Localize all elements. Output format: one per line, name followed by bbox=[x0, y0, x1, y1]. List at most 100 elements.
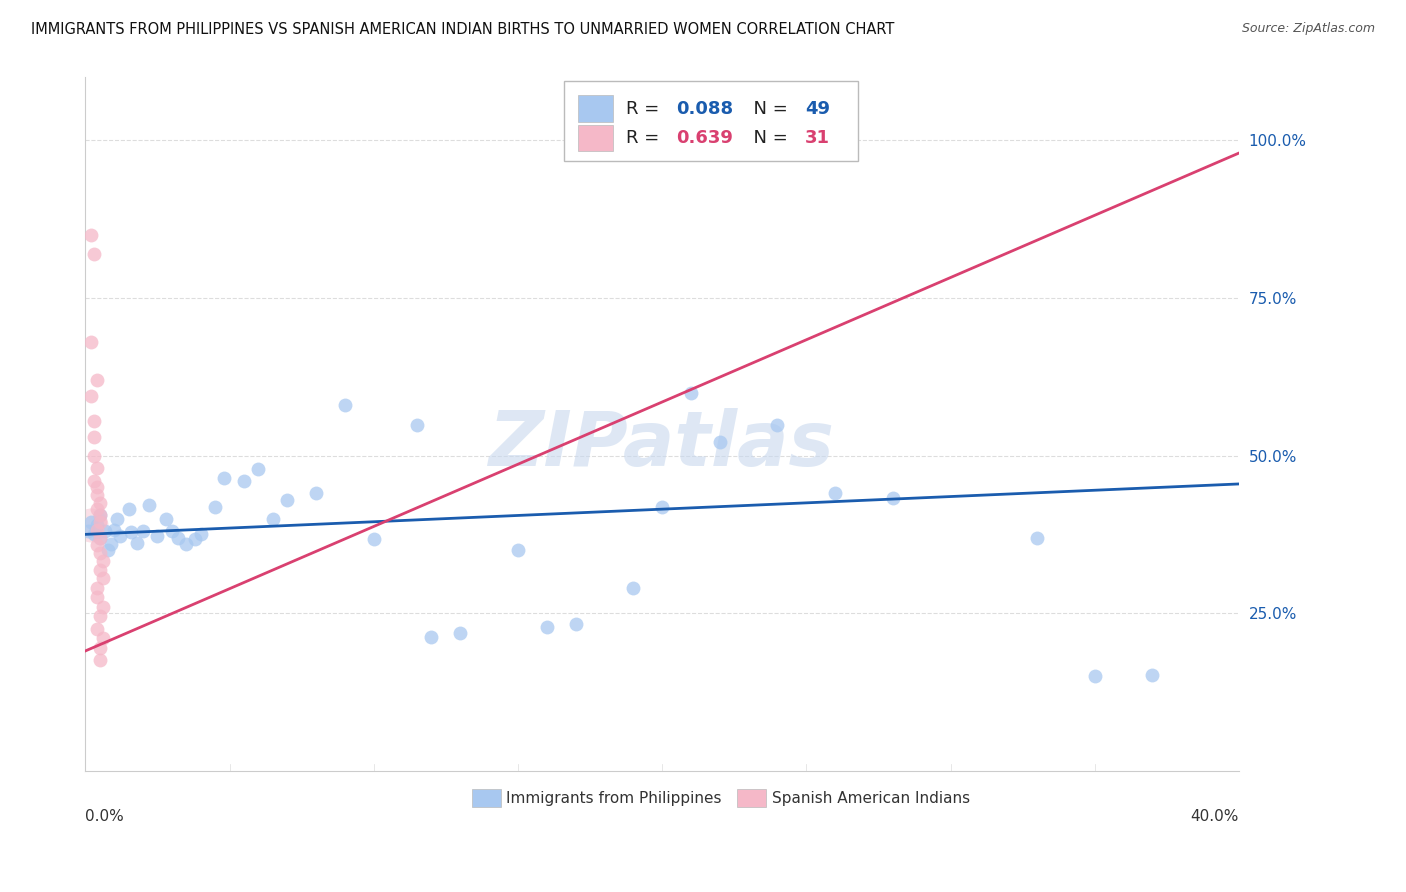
Point bbox=[83, 247, 105, 261]
Point bbox=[91, 572, 114, 586]
Text: R =: R = bbox=[626, 128, 665, 147]
Text: 0.639: 0.639 bbox=[676, 128, 733, 147]
Point bbox=[420, 630, 443, 644]
Point bbox=[536, 620, 558, 634]
Point bbox=[882, 491, 904, 506]
Point bbox=[86, 480, 108, 494]
Point bbox=[138, 498, 160, 512]
Bar bbox=[578, 125, 613, 151]
Point bbox=[86, 502, 108, 516]
Point bbox=[86, 591, 108, 605]
Point bbox=[190, 527, 212, 541]
Point bbox=[766, 418, 789, 433]
Text: Immigrants from Philippines: Immigrants from Philippines bbox=[506, 791, 721, 806]
Text: 49: 49 bbox=[806, 100, 830, 118]
Point bbox=[212, 470, 235, 484]
Point bbox=[247, 462, 270, 476]
Bar bbox=[737, 789, 766, 806]
Text: IMMIGRANTS FROM PHILIPPINES VS SPANISH AMERICAN INDIAN BIRTHS TO UNMARRIED WOMEN: IMMIGRANTS FROM PHILIPPINES VS SPANISH A… bbox=[31, 22, 894, 37]
Point bbox=[83, 414, 105, 428]
Point bbox=[108, 529, 131, 543]
Text: 0.0%: 0.0% bbox=[86, 809, 124, 824]
Point bbox=[333, 398, 356, 412]
Point bbox=[305, 486, 328, 500]
Point bbox=[262, 511, 284, 525]
Text: 0.088: 0.088 bbox=[676, 100, 733, 118]
Point bbox=[86, 488, 108, 502]
Point bbox=[184, 532, 207, 546]
Point bbox=[232, 474, 254, 488]
Point bbox=[86, 373, 108, 387]
Point bbox=[91, 632, 114, 646]
Point bbox=[103, 523, 125, 537]
Point bbox=[86, 538, 108, 552]
Point bbox=[363, 532, 385, 546]
Point bbox=[117, 502, 139, 516]
Point bbox=[89, 515, 111, 529]
Point bbox=[105, 511, 128, 525]
Point bbox=[80, 517, 103, 532]
Point bbox=[83, 430, 105, 444]
Text: R =: R = bbox=[626, 100, 665, 118]
Point bbox=[89, 653, 111, 667]
Point bbox=[86, 622, 108, 636]
Point bbox=[89, 508, 111, 523]
Point bbox=[86, 461, 108, 475]
Point bbox=[166, 531, 188, 545]
Point bbox=[91, 554, 114, 568]
Point bbox=[651, 500, 673, 515]
Point bbox=[94, 524, 117, 539]
Point bbox=[100, 537, 122, 551]
Point bbox=[89, 531, 111, 545]
Point bbox=[120, 525, 142, 540]
Text: Source: ZipAtlas.com: Source: ZipAtlas.com bbox=[1241, 22, 1375, 36]
Point bbox=[160, 524, 183, 539]
Point bbox=[80, 227, 103, 242]
Point bbox=[89, 508, 111, 523]
Point bbox=[80, 515, 103, 529]
Point bbox=[155, 511, 177, 525]
Point bbox=[77, 524, 100, 539]
Point bbox=[127, 535, 149, 549]
Point bbox=[506, 543, 529, 558]
Text: Spanish American Indians: Spanish American Indians bbox=[772, 791, 970, 806]
Point bbox=[449, 626, 471, 640]
Point bbox=[709, 434, 731, 449]
Point bbox=[86, 517, 108, 532]
Point bbox=[91, 599, 114, 614]
Bar bbox=[472, 789, 501, 806]
Point bbox=[89, 531, 111, 545]
Point bbox=[564, 617, 586, 632]
Point bbox=[97, 543, 120, 558]
Point bbox=[1084, 669, 1107, 683]
Point bbox=[174, 537, 197, 551]
Point bbox=[83, 527, 105, 541]
Point bbox=[83, 449, 105, 463]
Point bbox=[824, 486, 846, 500]
Point bbox=[621, 581, 644, 595]
Point bbox=[83, 474, 105, 488]
Point bbox=[80, 389, 103, 403]
Point bbox=[146, 529, 169, 543]
Bar bbox=[564, 81, 858, 161]
Text: 40.0%: 40.0% bbox=[1191, 809, 1239, 824]
Text: ZIPatlas: ZIPatlas bbox=[489, 408, 835, 482]
Point bbox=[89, 609, 111, 624]
Point bbox=[204, 500, 226, 515]
Point bbox=[86, 581, 108, 595]
Point bbox=[1142, 668, 1164, 682]
Point bbox=[89, 640, 111, 655]
Point bbox=[86, 523, 108, 537]
Point bbox=[89, 546, 111, 560]
Point bbox=[276, 492, 298, 507]
Point bbox=[679, 385, 702, 400]
Point bbox=[80, 335, 103, 350]
Text: 31: 31 bbox=[806, 128, 830, 147]
Point bbox=[89, 496, 111, 510]
Point bbox=[89, 563, 111, 577]
Point bbox=[132, 524, 155, 539]
Bar bbox=[578, 95, 613, 122]
Point bbox=[406, 418, 429, 433]
Text: N =: N = bbox=[742, 128, 793, 147]
Text: N =: N = bbox=[742, 100, 793, 118]
